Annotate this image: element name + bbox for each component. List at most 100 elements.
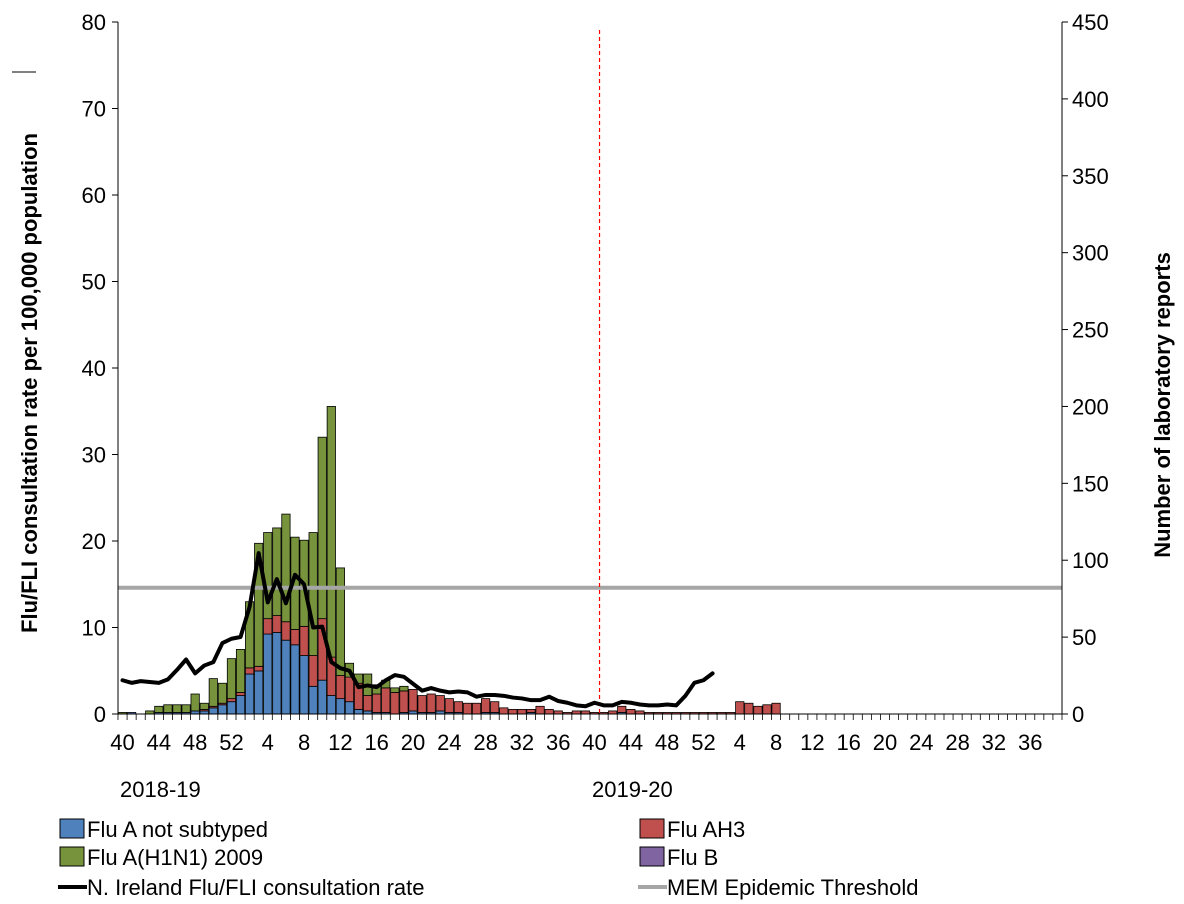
bar-flu-a-not-subtyped-week-13: [235, 695, 246, 715]
bar-flu-ah3-week-13: [235, 692, 246, 696]
legend-n-ireland-flu-fli-consultation-rate-label: N. Ireland Flu/FLI consultation rate: [87, 875, 425, 900]
bar-flu-a-h1n1-2009-week-22: [317, 436, 327, 620]
x-tick-label: 36: [546, 730, 570, 755]
legend-flu-b-label: Flu B: [667, 845, 718, 870]
y-tick-label: 0: [94, 702, 106, 727]
bar-flu-a-h1n1-2009-week-10: [208, 678, 218, 707]
y2-tick-label: 0: [1072, 702, 1084, 727]
y2-tick-label: 300: [1072, 241, 1109, 266]
legend-flu-b-swatch: [639, 846, 665, 867]
x-tick-label: 24: [909, 730, 933, 755]
season-label: 2019-20: [592, 777, 673, 802]
bar-flu-ah3-week-39: [471, 702, 482, 715]
y2-axis-title: Number of laboratory reports: [1150, 252, 1175, 558]
x-tick-label: 52: [691, 730, 715, 755]
bar-flu-ah3-week-35: [435, 695, 445, 712]
bar-flu-a-h1n1-2009-week-6: [172, 704, 182, 713]
x-tick-label: 36: [1018, 730, 1042, 755]
y2-tick-label: 150: [1072, 471, 1109, 496]
bar-flu-a-not-subtyped-week-19: [290, 644, 300, 715]
bar-flu-a-not-subtyped-week-10: [208, 707, 218, 715]
legend-flu-a-h1n1-2009-label: Flu A(H1N1) 2009: [87, 845, 263, 870]
bar-flu-a-not-subtyped-week-21: [308, 685, 318, 715]
bar-flu-ah3-week-12: [226, 698, 237, 703]
bar-flu-ah3-week-40: [481, 698, 491, 713]
bar-flu-a-h1n1-2009-week-5: [163, 704, 173, 713]
bar-flu-a-not-subtyped-week-17: [272, 632, 282, 715]
bar-flu-a-not-subtyped-week-23: [326, 695, 336, 715]
legend-flu-a-not-subtyped-label: Flu A not subtyped: [87, 817, 268, 842]
bar-flu-ah3-week-45: [526, 708, 536, 713]
bar-flu-a-h1n1-2009-week-8: [190, 693, 200, 712]
y2-tick-label: 50: [1072, 625, 1096, 650]
bar-flu-a-h1n1-2009-week-18: [281, 513, 291, 623]
bar-flu-a-not-subtyped-week-24: [335, 698, 345, 715]
bar-flu-ah3-week-41: [490, 701, 500, 713]
bar-flu-ah3-week-69: [744, 702, 754, 715]
bar-flu-ah3-week-33: [417, 695, 427, 713]
bar-flu-a-h1n1-2009-week-21: [308, 532, 318, 656]
bar-flu-a-not-subtyped-week-11: [217, 704, 227, 715]
bar-flu-ah3-week-72: [771, 702, 781, 715]
bar-flu-ah3-week-38: [462, 702, 473, 715]
bar-flu-a-h1n1-2009-week-7: [181, 704, 191, 713]
bar-flu-a-h1n1-2009-week-30: [390, 687, 400, 693]
bar-flu-a-h1n1-2009-week-23: [326, 406, 336, 658]
bar-flu-a-not-subtyped-week-22: [317, 679, 327, 715]
bar-flu-ah3-week-18: [281, 621, 291, 641]
bar-flu-a-not-subtyped-week-25: [344, 701, 355, 715]
bar-flu-a-h1n1-2009-week-12: [226, 658, 237, 700]
bar-flu-ah3-week-17: [272, 615, 282, 633]
bar-flu-ah3-week-32: [408, 689, 418, 712]
legend-flu-a-not-subtyped-swatch: [59, 818, 85, 839]
x-tick-label: 44: [619, 730, 643, 755]
legend-flu-ah3-label: Flu AH3: [667, 817, 745, 842]
x-tick-label: 16: [364, 730, 388, 755]
bar-flu-ah3-week-30: [390, 692, 400, 715]
axes-layer: 0 10 20 30 40 50 60 70 80 0 50 100 150 200 250 300 350 40…: [12, 10, 1175, 802]
bar-flu-ah3-week-20: [299, 625, 309, 656]
y2-tick-label: 250: [1072, 318, 1109, 343]
bar-flu-ah3-week-34: [426, 693, 436, 713]
x-tick-label: 32: [982, 730, 1006, 755]
y-tick-label: 80: [82, 10, 106, 35]
lines-layer: [118, 30, 1062, 714]
bar-flu-ah3-week-29: [381, 687, 391, 713]
x-tick-label: 16: [836, 730, 860, 755]
y-tick-label: 40: [82, 356, 106, 381]
y-tick-label: 20: [82, 529, 106, 554]
bar-flu-ah3-week-71: [762, 704, 772, 715]
bar-flu-a-not-subtyped-week-14: [245, 673, 255, 715]
bar-flu-ah3-week-25: [344, 676, 355, 703]
bar-flu-ah3-week-44: [517, 708, 527, 715]
y-tick-label: 60: [82, 183, 106, 208]
bar-flu-a-h1n1-2009-week-17: [272, 527, 282, 616]
y-tick-label: 10: [82, 616, 106, 641]
y-axis-title: Flu/FLI consultation rate per 100,000 po…: [17, 133, 42, 633]
bar-flu-ah3-week-24: [335, 675, 345, 700]
y2-tick-label: 400: [1072, 87, 1109, 112]
bar-flu-ah3-week-46: [535, 705, 545, 715]
y2-tick-label: 350: [1072, 164, 1109, 189]
x-tick-label: 40: [110, 730, 134, 755]
bar-flu-a-h1n1-2009-week-24: [335, 567, 345, 676]
bars-layer: [117, 406, 781, 715]
y-tick-label: 30: [82, 443, 106, 468]
x-tick-label: 28: [945, 730, 969, 755]
x-tick-label: 44: [147, 730, 171, 755]
bar-flu-a-h1n1-2009-week-9: [199, 702, 209, 710]
bar-flu-a-h1n1-2009-week-13: [235, 649, 246, 693]
legend-flu-ah3-swatch: [639, 818, 665, 839]
x-tick-label: 12: [328, 730, 352, 755]
x-tick-label: 40: [582, 730, 606, 755]
bar-flu-ah3-week-31: [399, 690, 409, 713]
bar-flu-ah3-week-68: [735, 701, 745, 715]
y2-tick-label: 450: [1072, 10, 1109, 35]
bar-flu-a-not-subtyped-week-20: [299, 655, 309, 715]
bar-flu-a-not-subtyped-week-18: [281, 639, 291, 715]
bar-flu-ah3-week-55: [617, 705, 627, 713]
y2-tick-label: 200: [1072, 394, 1109, 419]
x-tick-label: 20: [401, 730, 425, 755]
bar-flu-ah3-week-14: [245, 667, 255, 675]
